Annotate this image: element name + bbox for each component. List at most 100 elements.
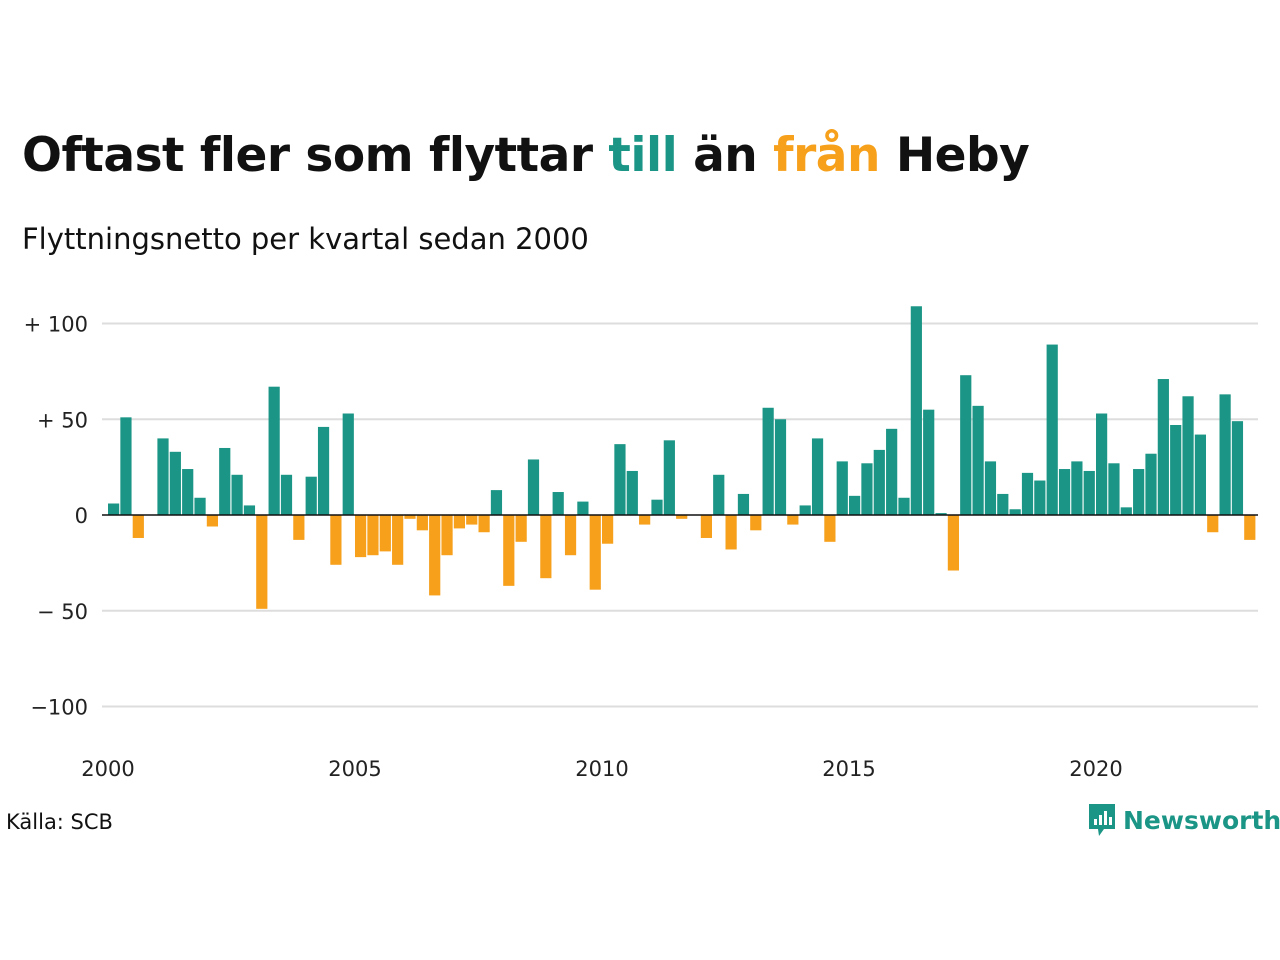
bar [441, 515, 453, 556]
bar [947, 515, 959, 571]
bar-chart: + 100 + 50 0 − 50 −100 2000 2005 2010 2015 2020 [24, 306, 1258, 781]
bar [1108, 463, 1120, 515]
bar [787, 515, 799, 525]
bar [663, 440, 675, 515]
bar [305, 476, 317, 515]
bar [602, 515, 614, 544]
y-tick-label: + 50 [37, 408, 88, 432]
bar [1157, 379, 1169, 515]
bar [811, 438, 824, 515]
bar [1194, 434, 1206, 515]
x-tick-label: 2005 [328, 757, 381, 781]
bar [1034, 480, 1046, 515]
bar [317, 426, 330, 515]
chart-title: Oftast fler som flyttar till än från Heb… [22, 128, 1030, 183]
bar [206, 515, 218, 527]
bar [713, 474, 725, 515]
bar [157, 438, 169, 515]
bar [404, 515, 416, 519]
bar [1145, 453, 1157, 515]
bar [1133, 469, 1145, 515]
title-part-2: än [693, 128, 758, 183]
bar [1009, 509, 1021, 515]
bar [898, 497, 910, 515]
bar [1182, 396, 1194, 515]
bar [478, 515, 490, 533]
bar [280, 474, 293, 515]
bar [466, 515, 478, 525]
bar [194, 497, 206, 515]
bar [873, 449, 885, 515]
bar [774, 419, 787, 515]
bar [1231, 421, 1244, 515]
bar [515, 515, 527, 542]
bar [429, 515, 441, 596]
bar [527, 459, 540, 515]
bar [1096, 413, 1108, 515]
bar [552, 492, 564, 515]
bar [330, 515, 342, 565]
bar [268, 386, 280, 515]
newsworthy-logo-icon [1089, 804, 1115, 836]
chart-subtitle: Flyttningsnetto per kvartal sedan 2000 [22, 222, 589, 256]
bar [997, 493, 1009, 515]
bar [379, 515, 391, 552]
bar [293, 515, 305, 540]
title-highlight-till: till [608, 128, 678, 183]
bar [1058, 469, 1071, 515]
bar [243, 505, 256, 515]
bar [169, 451, 181, 515]
brand-logo: Newsworthy [1087, 802, 1280, 838]
bar [1083, 470, 1095, 515]
bar [824, 515, 836, 542]
bar [577, 501, 589, 515]
bar [861, 463, 873, 515]
x-tick-label: 2010 [575, 757, 628, 781]
bar [589, 515, 601, 590]
bar [626, 470, 638, 515]
bar [416, 515, 428, 531]
x-tick-label: 2020 [1069, 757, 1122, 781]
title-highlight-fran: från [773, 128, 880, 183]
bar [490, 490, 503, 515]
brand-name: Newsworthy [1123, 805, 1280, 835]
bar [355, 515, 367, 558]
bar [836, 461, 848, 515]
bar [120, 417, 132, 515]
bar [639, 515, 651, 525]
bar [614, 444, 626, 515]
bar [564, 515, 577, 556]
bar [799, 505, 811, 515]
bar [132, 515, 144, 538]
bar [503, 515, 515, 586]
bar [1170, 424, 1182, 515]
bar [1219, 394, 1231, 515]
bar [910, 306, 922, 515]
source-label: Källa: SCB [6, 810, 113, 834]
bar [923, 409, 935, 515]
bar [182, 469, 194, 515]
bar [1021, 472, 1034, 515]
bar [453, 515, 465, 529]
bar [849, 495, 861, 515]
bar [886, 428, 898, 515]
y-tick-label: −100 [30, 696, 88, 720]
bar [737, 493, 750, 515]
bar [1244, 515, 1256, 540]
bar [984, 461, 997, 515]
x-tick-label: 2000 [81, 757, 134, 781]
bar [676, 515, 688, 519]
bar [1046, 344, 1058, 515]
bar [256, 515, 268, 609]
bar [651, 499, 663, 515]
y-tick-label: − 50 [37, 600, 88, 624]
bar [367, 515, 379, 556]
bar [342, 413, 354, 515]
x-tick-label: 2015 [822, 757, 875, 781]
bar [725, 515, 737, 550]
bar [935, 513, 947, 515]
title-part-3: Heby [895, 128, 1030, 183]
title-part-1: Oftast fler som flyttar [22, 128, 593, 183]
bar [392, 515, 404, 565]
bar [231, 474, 243, 515]
